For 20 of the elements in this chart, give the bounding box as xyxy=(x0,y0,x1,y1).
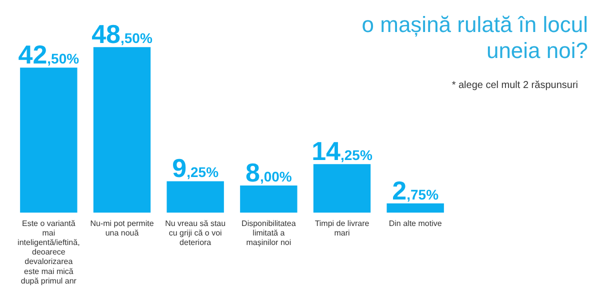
bar xyxy=(166,181,224,213)
data-label: 14,25% xyxy=(312,136,373,166)
x-tick-label: Este o variantă mai inteligentă/ieftină, deoarece devalorizarea este mai mică după primul anr xyxy=(18,218,80,286)
x-tick-label: Disponibilitatea limitată a mașinilor noi xyxy=(242,218,296,248)
bar xyxy=(93,47,151,213)
bar xyxy=(313,164,371,213)
data-label: 48,50% xyxy=(92,19,153,50)
x-tick-label: Din alte motive xyxy=(388,218,442,228)
data-label: 9,25% xyxy=(172,153,220,184)
data-label: 42,50% xyxy=(18,40,80,70)
bar xyxy=(240,185,298,213)
bar xyxy=(386,203,444,213)
data-label: 8,00% xyxy=(245,157,292,188)
bar xyxy=(20,68,78,213)
x-tick-label: Nu vreau să stau cu griji că o voi deteriora xyxy=(165,218,226,248)
x-tick-label: Nu-mi pot permite una nouă xyxy=(90,218,154,238)
x-tick-label: Timpi de livrare mari xyxy=(314,218,370,238)
data-label: 2,75% xyxy=(392,175,440,206)
annotation: * alege cel mult 2 răspunsuri xyxy=(452,80,578,91)
chart-title: o mașină rulată în locul uneia noi? xyxy=(362,12,588,63)
